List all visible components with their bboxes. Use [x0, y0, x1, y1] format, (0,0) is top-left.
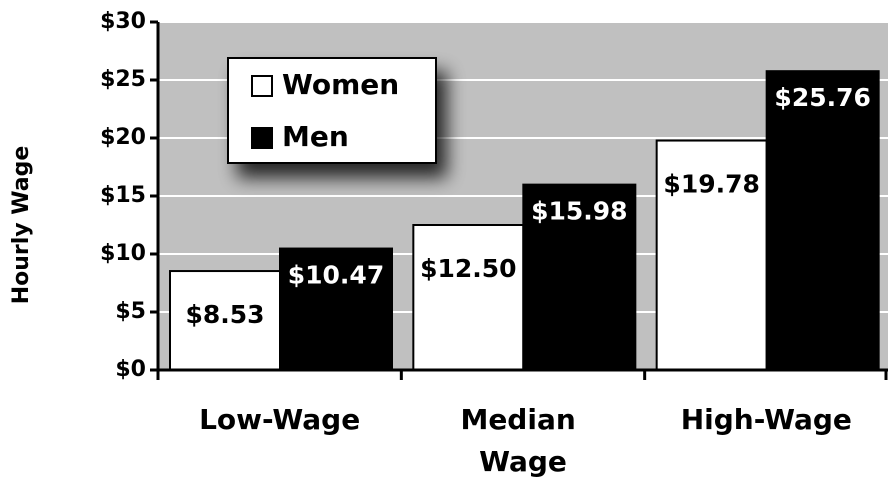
x-tick-label: Median Wage — [460, 403, 585, 478]
y-tick-label: $0 — [115, 357, 146, 382]
legend-label: Men — [282, 120, 349, 153]
bar — [765, 70, 880, 372]
y-tick-label: $15 — [100, 183, 146, 208]
bar — [655, 139, 768, 371]
legend-swatch — [251, 75, 273, 97]
y-tick-label: $5 — [115, 299, 146, 324]
value-label: $25.76 — [774, 83, 870, 112]
legend: Women Men — [227, 57, 437, 164]
y-tick-label: $10 — [100, 241, 146, 266]
legend-swatch — [251, 127, 273, 149]
value-label: $15.98 — [531, 197, 627, 226]
y-tick-label: $20 — [100, 125, 146, 150]
x-tick-label: Low-Wage — [199, 403, 360, 436]
value-label: $19.78 — [663, 170, 759, 199]
x-tick-label: High-Wage — [681, 403, 852, 436]
value-label: $8.53 — [185, 300, 264, 329]
value-label: $12.50 — [420, 254, 516, 283]
y-tick-label: $25 — [100, 67, 146, 92]
bar — [412, 224, 525, 371]
bar — [522, 183, 637, 371]
value-label: $10.47 — [288, 261, 384, 290]
y-axis-label: Hourly Wage — [9, 146, 34, 305]
y-tick-label: $30 — [100, 9, 146, 34]
legend-label: Women — [282, 68, 399, 101]
